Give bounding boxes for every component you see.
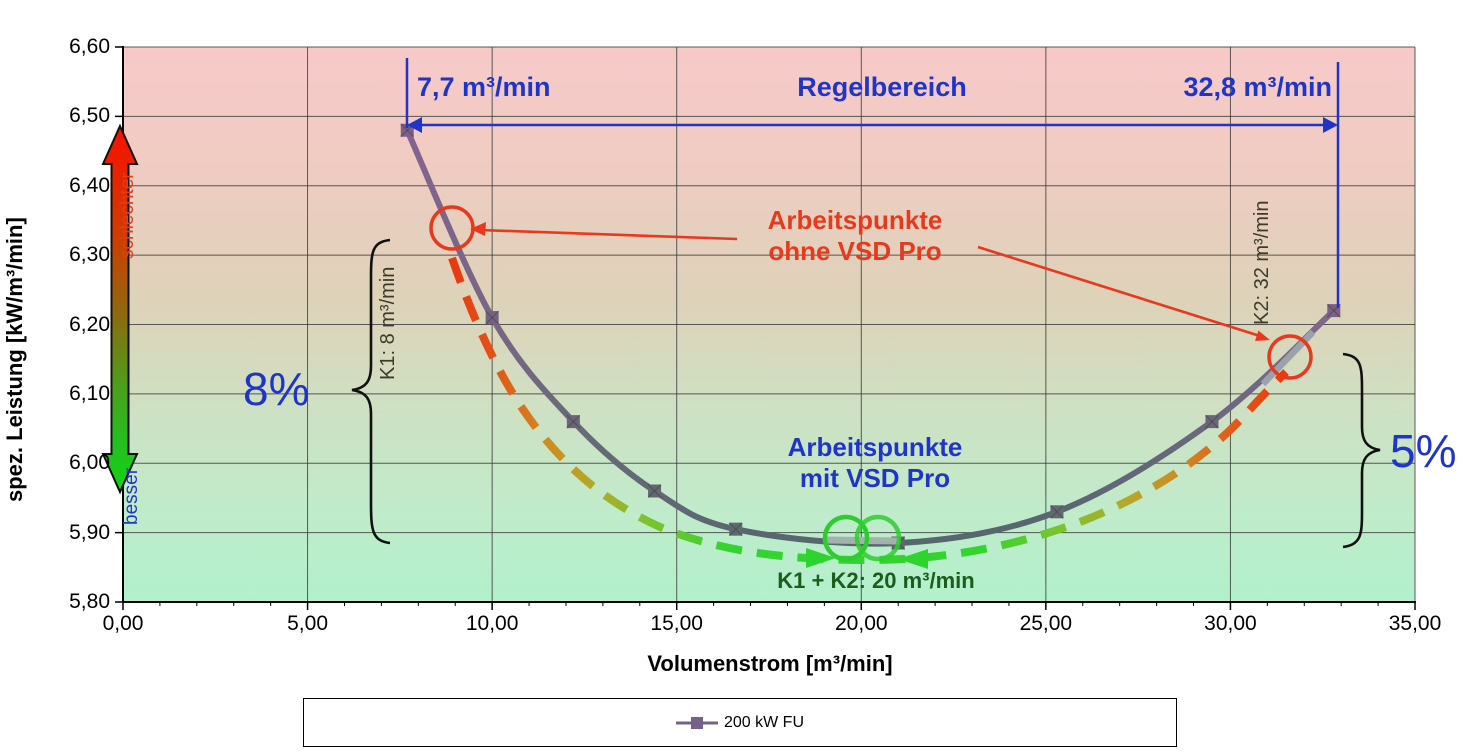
pct-8-label: 8% bbox=[243, 363, 310, 415]
worse-label: schlechter bbox=[117, 172, 138, 259]
data-point-marker bbox=[1205, 415, 1219, 429]
regelbereich-max-label: 32,8 m³/min bbox=[1183, 72, 1332, 102]
brace-8pct bbox=[351, 238, 391, 545]
data-point-marker bbox=[485, 311, 499, 325]
marker-cross bbox=[1049, 504, 1064, 519]
marker-cross bbox=[1326, 303, 1341, 318]
x-tick-label: 30,00 bbox=[1204, 612, 1257, 635]
arbeitspunkte-ohne-label: Arbeitspunkte ohne VSD Pro bbox=[733, 205, 977, 267]
data-point-marker bbox=[648, 484, 662, 498]
workpoint-circle-mit-1 bbox=[822, 514, 870, 562]
series-curve-200kw-fu bbox=[404, 128, 1336, 547]
marker-cross bbox=[1205, 414, 1219, 429]
workpoint-circle-k2-ohne bbox=[1267, 334, 1313, 380]
x-axis-title: Volumenstrom [m³/min] bbox=[647, 651, 893, 676]
arbeitspunkte-mit-rest: VSD Pro bbox=[838, 463, 951, 493]
x-tick-label: 5,00 bbox=[287, 612, 328, 635]
marker-cross bbox=[566, 414, 581, 429]
marker-cross bbox=[485, 310, 500, 325]
x-tick-label: 15,00 bbox=[650, 612, 703, 635]
green-arrowhead-right bbox=[898, 549, 928, 569]
vsd-dashed-curve bbox=[448, 256, 1289, 565]
y-axis-title: spez. Leistung [kW/m³/min] bbox=[2, 217, 27, 502]
marker-cross bbox=[647, 484, 662, 498]
regelbereich-label: Regelbereich bbox=[797, 72, 967, 102]
arbeitspunkte-ohne-bold: ohne bbox=[768, 236, 831, 266]
legend-box: 200 kW FU bbox=[303, 698, 1177, 747]
marker-cross bbox=[485, 310, 500, 325]
better-worse-arrow bbox=[101, 123, 139, 495]
pct-5-label: 5% bbox=[1390, 425, 1457, 477]
red-arrow-to-k2 bbox=[977, 245, 1261, 338]
arbeitspunkte-ohne-line1: Arbeitspunkte bbox=[767, 205, 943, 235]
y-tick-label: 5,90 bbox=[69, 520, 110, 544]
k1-flow-label: K1: 8 m³/min bbox=[377, 266, 399, 380]
regelbereich-arrowhead-right bbox=[1323, 117, 1338, 133]
brace-5pct bbox=[1342, 352, 1381, 549]
y-tick-label: 6,60 bbox=[69, 35, 110, 58]
y-tick-label: 6,10 bbox=[69, 381, 110, 405]
red-arrow-to-k1 bbox=[479, 228, 738, 241]
marker-cross bbox=[566, 414, 581, 429]
k2-flow-label: K2: 32 m³/min bbox=[1251, 200, 1273, 325]
y-tick-label: 6,00 bbox=[69, 451, 110, 475]
marker-cross bbox=[400, 123, 415, 138]
x-tick-label: 0,00 bbox=[102, 612, 144, 635]
marker-cross bbox=[728, 522, 743, 537]
data-point-marker bbox=[400, 123, 414, 137]
arbeitspunkte-mit-bold: mit bbox=[799, 463, 839, 493]
regelbereich-min-label: 7,7 m³/min bbox=[417, 72, 551, 102]
x-tick-label: 35,00 bbox=[1388, 612, 1442, 635]
y-tick-label: 5,80 bbox=[69, 590, 110, 613]
y-tick-label: 6,40 bbox=[69, 173, 110, 197]
red-arrowhead-k2 bbox=[1255, 330, 1270, 341]
legend-series-label: 200 kW FU bbox=[723, 713, 804, 731]
green-arrowhead-left bbox=[806, 548, 836, 568]
y-tick-label: 6,50 bbox=[69, 104, 110, 128]
x-tick-label: 10,00 bbox=[465, 612, 519, 635]
red-arrowhead-k1 bbox=[470, 222, 486, 236]
data-point-marker bbox=[1050, 505, 1064, 519]
marker-cross bbox=[1205, 414, 1219, 429]
better-label: besser bbox=[121, 467, 142, 525]
data-point-marker bbox=[729, 522, 743, 536]
highlight-segment-center bbox=[826, 536, 900, 545]
marker-cross bbox=[647, 484, 662, 498]
axis-ticks bbox=[115, 46, 1416, 610]
arbeitspunkte-mit-line1: Arbeitspunkte bbox=[787, 432, 963, 462]
workpoint-circle-mit-2 bbox=[854, 514, 902, 562]
legend-marker-icon bbox=[675, 716, 718, 729]
arbeitspunkte-mit-label: Arbeitspunkte mit VSD Pro bbox=[755, 432, 995, 494]
data-point-marker bbox=[566, 415, 580, 429]
marker-cross bbox=[728, 522, 743, 537]
regelbereich-arrowhead-left bbox=[407, 117, 422, 133]
x-tick-label: 20,00 bbox=[835, 612, 888, 635]
marker-cross bbox=[1049, 504, 1064, 519]
y-tick-label: 6,30 bbox=[69, 243, 110, 267]
arbeitspunkte-ohne-rest: VSD Pro bbox=[830, 236, 942, 266]
k1-k2-combined-label: K1 + K2: 20 m³/min bbox=[777, 568, 975, 593]
x-tick-label: 25,00 bbox=[1019, 612, 1073, 635]
y-tick-label: 6,20 bbox=[69, 312, 110, 336]
